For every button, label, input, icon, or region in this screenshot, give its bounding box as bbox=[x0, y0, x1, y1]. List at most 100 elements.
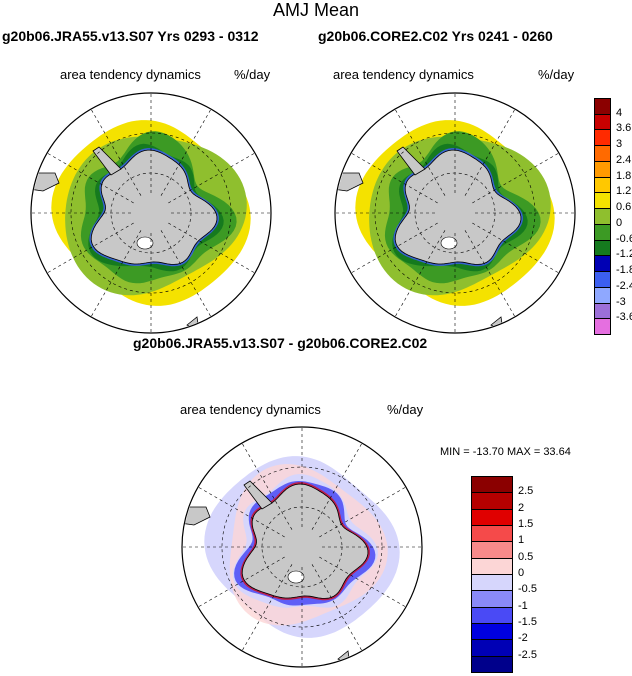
meridian-line bbox=[350, 222, 438, 274]
meridian-line bbox=[464, 230, 516, 318]
colorbar-tick-label: -2 bbox=[518, 632, 528, 645]
ice-shelf bbox=[440, 236, 458, 250]
colorbar-tick-label: 3 bbox=[616, 138, 623, 151]
meridian-line bbox=[46, 222, 134, 274]
colorbar-cell bbox=[471, 492, 513, 510]
colorbar-cell bbox=[594, 208, 611, 225]
colorbar-tick-label: 1 bbox=[518, 534, 525, 547]
left-variable-label: area tendency dynamics bbox=[60, 67, 201, 82]
colorbar-cell bbox=[471, 606, 513, 624]
colorbar-cell bbox=[471, 574, 513, 592]
diff-coastal-negative bbox=[234, 481, 376, 606]
page-title: AMJ Mean bbox=[272, 0, 360, 20]
colorbar-cell bbox=[594, 160, 611, 178]
meridian-line bbox=[394, 108, 446, 196]
meridian-line bbox=[472, 222, 560, 274]
colorbar-cell bbox=[594, 286, 611, 304]
colorbar-cell bbox=[594, 176, 611, 194]
ice-shelf bbox=[136, 236, 154, 250]
colorbar-tick-label: 4 bbox=[616, 106, 623, 119]
polar-map-right bbox=[334, 92, 576, 334]
diff-field-positive bbox=[229, 464, 388, 626]
colorbar-cell bbox=[471, 557, 513, 575]
colorbar-cell bbox=[471, 525, 513, 543]
diff-min-max-label: MIN = -13.70 MAX = 33.64 bbox=[440, 446, 571, 458]
colorbar-cell bbox=[471, 476, 513, 494]
polar-map-diff bbox=[181, 426, 423, 668]
colorbar-diff: 2.5 2 1.5 1 0.5 0 -0.5 -1 -1.5 -2 -2.5 bbox=[471, 476, 537, 673]
colorbar-tick-label: -3.6 bbox=[616, 311, 632, 324]
coastal-band bbox=[88, 143, 224, 272]
colorbar-cell bbox=[594, 239, 611, 257]
meridian-line bbox=[394, 230, 446, 318]
ice-shelf bbox=[287, 570, 305, 584]
pack-ice-band bbox=[65, 136, 247, 296]
colorbar-tick-label: -2.4 bbox=[616, 279, 632, 292]
pack-ice-band bbox=[369, 136, 551, 296]
colorbar-tick-label: -0.6 bbox=[616, 232, 632, 245]
colorbar-tick-label: 2 bbox=[518, 501, 525, 514]
meridian-line bbox=[472, 152, 560, 204]
diff-units-label: %/day bbox=[387, 402, 424, 417]
meridian-line bbox=[241, 442, 293, 530]
meridian-line bbox=[160, 230, 212, 318]
colorbar-tick-label: 2.4 bbox=[616, 153, 632, 166]
colorbar-cell bbox=[594, 255, 611, 273]
colorbar-cell bbox=[471, 623, 513, 641]
colorbar-cell bbox=[594, 129, 611, 147]
meridian-line bbox=[319, 486, 407, 538]
colorbar-tick-label: -1 bbox=[518, 599, 528, 612]
colorbar-tick-label: 2.5 bbox=[518, 485, 534, 498]
left-panel-title: g20b06.JRA55.v13.S07 Yrs 0293 - 0312 bbox=[2, 28, 259, 44]
meridian-line bbox=[160, 108, 212, 196]
antarctic-peninsula bbox=[396, 146, 426, 176]
right-panel-title: g20b06.CORE2.C02 Yrs 0241 - 0260 bbox=[318, 28, 553, 44]
antarctic-peninsula bbox=[243, 480, 273, 510]
colorbar-cell bbox=[471, 639, 513, 657]
right-units-label: %/day bbox=[538, 67, 575, 82]
colorbar-cell bbox=[594, 318, 611, 335]
meridian-line bbox=[90, 230, 142, 318]
colorbar-tick-label: -1.2 bbox=[616, 248, 632, 261]
right-variable-label: area tendency dynamics bbox=[333, 67, 474, 82]
colorbar-cell bbox=[471, 508, 513, 526]
colorbar-cell bbox=[471, 590, 513, 608]
diff-panel-title: g20b06.JRA55.v13.S07 - g20b06.CORE2.C02 bbox=[133, 335, 428, 351]
meridian-line bbox=[311, 564, 363, 652]
colorbar-cell bbox=[471, 541, 513, 559]
meridian-line bbox=[241, 564, 293, 652]
antarctic-peninsula bbox=[92, 146, 122, 176]
colorbar-cell bbox=[594, 192, 611, 210]
diff-variable-label: area tendency dynamics bbox=[180, 402, 321, 417]
meridian-line bbox=[46, 152, 134, 204]
colorbar-tick-label: -1.5 bbox=[518, 616, 537, 628]
colorbar-tick-label: -0.5 bbox=[518, 583, 537, 596]
meridian-line bbox=[464, 108, 516, 196]
map-border bbox=[30, 92, 272, 334]
meridian-line bbox=[168, 222, 256, 274]
colorbar-cell bbox=[594, 223, 611, 241]
colorbar-tick-label: 0.5 bbox=[518, 550, 534, 563]
colorbar-tick-label: 3.6 bbox=[616, 122, 632, 135]
left-units-label: %/day bbox=[234, 67, 271, 82]
colorbar-tick-label: 1.2 bbox=[616, 185, 632, 198]
meridian-line bbox=[319, 556, 407, 608]
colorbar-tick-label: 0 bbox=[518, 567, 525, 579]
colorbar-cell bbox=[594, 302, 611, 320]
meridian-line bbox=[311, 442, 363, 530]
colorbar-tick-label: 0 bbox=[616, 216, 623, 229]
coastal-band bbox=[392, 143, 528, 272]
colorbar-cell bbox=[594, 145, 611, 162]
colorbar-cell bbox=[471, 655, 513, 673]
colorbar-top: 4 3.6 3 2.4 1.8 1.2 0.6 0 -0.6 -1.2 -1.8 -2.4 -3 -3.6 bbox=[594, 98, 632, 335]
polar-map-left bbox=[30, 92, 272, 334]
colorbar-tick-label: 0.6 bbox=[616, 201, 632, 214]
meridian-line bbox=[90, 108, 142, 196]
colorbar-tick-label: -3 bbox=[616, 295, 626, 308]
meridian-line bbox=[168, 152, 256, 204]
colorbar-tick-label: 1.5 bbox=[518, 518, 534, 530]
colorbar-cell bbox=[594, 271, 611, 288]
colorbar-tick-label: -1.8 bbox=[616, 264, 632, 277]
colorbar-tick-label: 1.8 bbox=[616, 169, 632, 182]
meridian-line bbox=[350, 152, 438, 204]
